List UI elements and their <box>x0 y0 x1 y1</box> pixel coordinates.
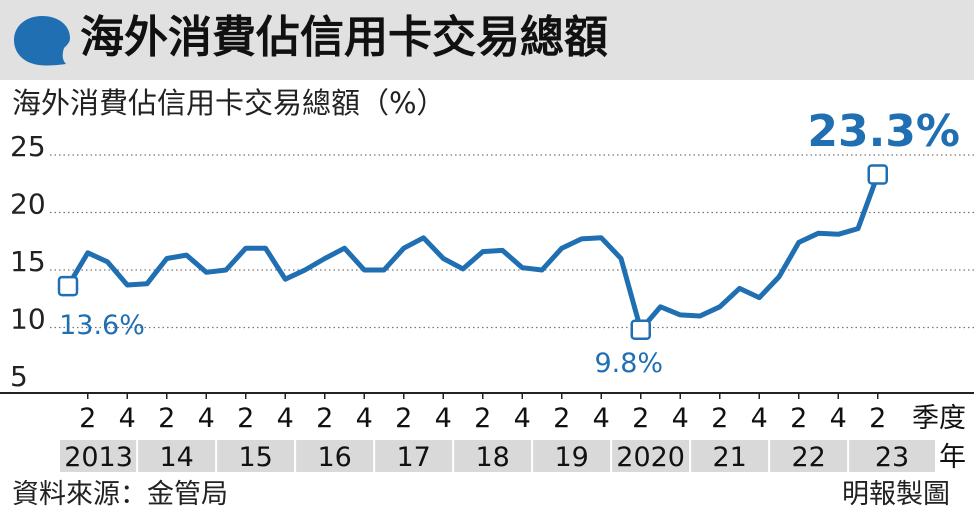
quarter-tick-label: 4 <box>593 403 610 434</box>
y-tick-label: 5 <box>10 360 28 393</box>
quarter-tick-label: 2 <box>395 403 412 434</box>
quarter-tick-label: 4 <box>119 403 136 434</box>
y-tick-label: 15 <box>10 245 46 278</box>
year-label: 18 <box>475 442 509 473</box>
year-band-cell <box>60 440 137 472</box>
x-axis-title: 季度 <box>912 403 966 434</box>
year-band-cell <box>849 440 935 472</box>
data-point-marker <box>630 319 651 341</box>
year-band-cell <box>454 440 532 472</box>
quarter-tick-label: 2 <box>158 403 175 434</box>
year-band-cell <box>296 440 374 472</box>
quarter-tick-label: 4 <box>830 403 847 434</box>
year-label: 17 <box>396 442 430 473</box>
speech-bubble-icon <box>14 16 70 66</box>
year-label: 14 <box>159 442 193 473</box>
y-tick-label: 25 <box>10 130 46 163</box>
year-band-cell <box>612 440 690 472</box>
quarter-tick-label: 2 <box>237 403 254 434</box>
page-title: 海外消費佔信用卡交易總額 <box>80 12 608 63</box>
year-band-cell <box>691 440 769 472</box>
y-axis-label: 海外消費佔信用卡交易總額（%） <box>12 86 446 120</box>
source-note: 資料來源：金管局 <box>12 479 228 510</box>
credit-note: 明報製圖 <box>842 479 950 510</box>
year-band-cell <box>217 440 295 472</box>
year-band-cell <box>138 440 216 472</box>
title-bar: 海外消費佔信用卡交易總額 <box>0 0 974 80</box>
year-band-cell <box>770 440 848 472</box>
year-label: 23 <box>875 442 909 473</box>
data-point-marker <box>57 275 79 297</box>
year-band-cell <box>533 440 611 472</box>
y-tick-label: 10 <box>10 303 46 336</box>
year-unit-label: 年 <box>939 442 966 473</box>
year-label: 22 <box>791 442 825 473</box>
y-tick-label: 20 <box>10 188 46 221</box>
data-point-marker <box>867 164 888 185</box>
year-label: 15 <box>238 442 272 473</box>
year-band-cell <box>375 440 453 472</box>
quarter-tick-label: 4 <box>514 403 531 434</box>
year-label: 16 <box>317 442 351 473</box>
quarter-tick-label: 4 <box>198 403 215 434</box>
year-label: 2013 <box>64 442 133 473</box>
quarter-tick-label: 4 <box>356 403 373 434</box>
quarter-tick-label: 2 <box>79 403 96 434</box>
data-label: 9.8% <box>594 348 663 379</box>
quarter-tick-label: 2 <box>316 403 333 434</box>
series-line <box>65 172 881 333</box>
quarter-tick-label: 2 <box>553 403 570 434</box>
year-label: 21 <box>712 442 746 473</box>
quarter-tick-label: 4 <box>435 403 452 434</box>
quarter-tick-label: 2 <box>869 403 886 434</box>
year-label: 19 <box>554 442 588 473</box>
quarter-tick-label: 2 <box>632 403 649 434</box>
quarter-tick-label: 4 <box>672 403 689 434</box>
quarter-tick-label: 2 <box>790 403 807 434</box>
year-label: 2020 <box>616 442 685 473</box>
quarter-tick-label: 2 <box>711 403 728 434</box>
data-label: 13.6% <box>59 310 145 341</box>
quarter-tick-label: 2 <box>474 403 491 434</box>
quarter-tick-label: 4 <box>751 403 768 434</box>
data-label: 23.3% <box>807 106 960 157</box>
quarter-tick-label: 4 <box>277 403 294 434</box>
